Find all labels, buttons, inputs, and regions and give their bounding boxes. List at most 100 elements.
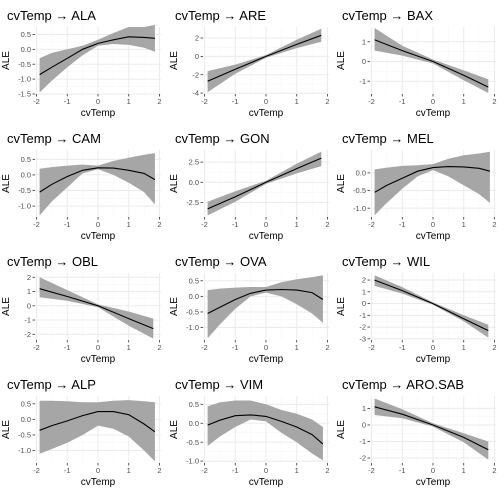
x-tick-label: 0 xyxy=(96,343,100,352)
x-tick-label: 2 xyxy=(492,97,496,106)
confidence-band xyxy=(39,400,155,462)
confidence-band xyxy=(207,275,323,339)
x-tick-label: 0 xyxy=(264,343,268,352)
x-tick-label: -2 xyxy=(368,466,375,475)
y-tick-label: 0.5 xyxy=(21,30,31,39)
chart-panel-4: -2 -1 0 1 2 -2.5 0.0 2.5 cvTemp → GON cvTemp ALE xyxy=(169,131,330,242)
x-tick-label: 0 xyxy=(431,97,435,106)
y-axis-label: ALE xyxy=(336,420,347,439)
x-tick-label: -1 xyxy=(399,466,406,475)
x-tick-label: -2 xyxy=(33,343,40,352)
y-tick-label: -2 xyxy=(192,70,199,79)
chart-panel-7: -2 -1 0 1 2 -1.0 -0.5 0.0 0.5 cvTemp → OVA cvTemp A… xyxy=(169,254,330,365)
x-tick-label: 2 xyxy=(325,466,329,475)
x-axis-label: cvTemp xyxy=(249,354,284,365)
x-tick-label: -1 xyxy=(64,97,71,106)
y-tick-label: 0.0 xyxy=(189,292,199,301)
confidence-band xyxy=(39,24,155,93)
y-axis-label: ALE xyxy=(1,174,12,193)
y-tick-label: -1 xyxy=(359,437,366,446)
y-tick-label: -2 xyxy=(359,454,366,463)
y-tick-label: -0.5 xyxy=(18,60,31,69)
x-tick-label: 0 xyxy=(96,220,100,229)
x-tick-label: -1 xyxy=(232,220,239,229)
chart-panel-5: -2 -1 0 1 2 -1.0 -0.5 0.0 cvTemp → MEL cvTemp ALE xyxy=(336,131,497,242)
x-tick-label: 0 xyxy=(431,466,435,475)
x-axis-label: cvTemp xyxy=(249,231,284,242)
x-tick-label: 0 xyxy=(431,220,435,229)
y-axis-label: ALE xyxy=(169,174,180,193)
x-tick-label: 0 xyxy=(96,466,100,475)
y-tick-label: -2 xyxy=(359,323,366,332)
x-tick-label: 2 xyxy=(492,466,496,475)
x-tick-label: 1 xyxy=(295,466,299,475)
x-tick-label: -2 xyxy=(33,220,40,229)
y-tick-label: 0.5 xyxy=(21,155,31,164)
y-tick-label: -0.5 xyxy=(186,438,199,447)
x-tick-label: 1 xyxy=(295,220,299,229)
x-tick-label: -2 xyxy=(33,97,40,106)
chart-title: cvTemp → OBL xyxy=(7,254,98,269)
y-tick-label: -1.0 xyxy=(18,446,31,455)
ale-line xyxy=(207,288,324,314)
x-tick-label: 2 xyxy=(492,220,496,229)
y-tick-label: 0 xyxy=(362,57,366,66)
x-tick-label: -2 xyxy=(33,466,40,475)
x-tick-label: 1 xyxy=(127,343,131,352)
chart-panel-9: -2 -1 0 1 2 -1.0 -0.5 0.0 0.5 cvTemp → ALP cvTemp A… xyxy=(1,377,162,488)
x-tick-label: 1 xyxy=(295,97,299,106)
x-tick-label: 1 xyxy=(462,97,466,106)
y-tick-label: -0.5 xyxy=(186,308,199,317)
x-tick-label: -1 xyxy=(399,220,406,229)
ale-line xyxy=(374,166,491,193)
y-tick-label: -0.5 xyxy=(353,186,366,195)
y-tick-label: -3 xyxy=(359,334,366,343)
chart-panel-2: -2 -1 0 1 2 -1 0 1 cvTemp → BAX cvTemp ALE xyxy=(336,8,497,119)
y-tick-label: 0 xyxy=(195,52,199,61)
y-tick-label: 2 xyxy=(27,273,31,282)
y-axis-label: ALE xyxy=(169,297,180,316)
y-axis-label: ALE xyxy=(169,51,180,70)
x-tick-label: -1 xyxy=(64,466,71,475)
confidence-band xyxy=(374,151,490,216)
x-tick-label: -2 xyxy=(201,220,208,229)
y-tick-label: -2 xyxy=(24,330,31,339)
chart-title: cvTemp → OVA xyxy=(175,254,267,269)
y-tick-label: -1 xyxy=(24,316,31,325)
x-tick-label: 1 xyxy=(295,343,299,352)
y-tick-label: 2 xyxy=(195,34,199,43)
chart-title: cvTemp → ARO.SAB xyxy=(342,377,464,392)
x-tick-label: -1 xyxy=(64,343,71,352)
x-tick-label: 0 xyxy=(264,97,268,106)
x-tick-label: -2 xyxy=(368,220,375,229)
chart-title: cvTemp → CAM xyxy=(7,131,101,146)
chart-title: cvTemp → ARE xyxy=(175,8,266,23)
chart-title: cvTemp → ALA xyxy=(7,8,96,23)
chart-title: cvTemp → MEL xyxy=(342,131,434,146)
x-tick-label: -1 xyxy=(232,343,239,352)
confidence-band xyxy=(374,398,489,460)
x-tick-label: 1 xyxy=(127,97,131,106)
chart-panel-6: -2 -1 0 1 2 -2 -1 0 1 2 cvTemp → OBL cvTemp ALE xyxy=(1,254,162,365)
confidence-band xyxy=(39,153,155,216)
chart-title: cvTemp → VIM xyxy=(175,377,263,392)
y-axis-label: ALE xyxy=(336,174,347,193)
x-tick-label: 0 xyxy=(431,343,435,352)
x-tick-label: -1 xyxy=(232,97,239,106)
y-tick-label: 1 xyxy=(362,404,366,413)
x-tick-label: 1 xyxy=(127,220,131,229)
y-tick-label: 0.5 xyxy=(189,400,199,409)
x-tick-label: -2 xyxy=(201,466,208,475)
x-tick-label: 2 xyxy=(157,97,161,106)
y-tick-label: 0.0 xyxy=(21,171,31,180)
x-tick-label: 2 xyxy=(157,220,161,229)
x-tick-label: -1 xyxy=(232,466,239,475)
chart-title: cvTemp → GON xyxy=(175,131,270,146)
ale-line xyxy=(374,39,489,88)
y-tick-label: 0 xyxy=(362,421,366,430)
y-tick-label: -2.5 xyxy=(186,198,199,207)
y-tick-label: -1.0 xyxy=(186,323,199,332)
